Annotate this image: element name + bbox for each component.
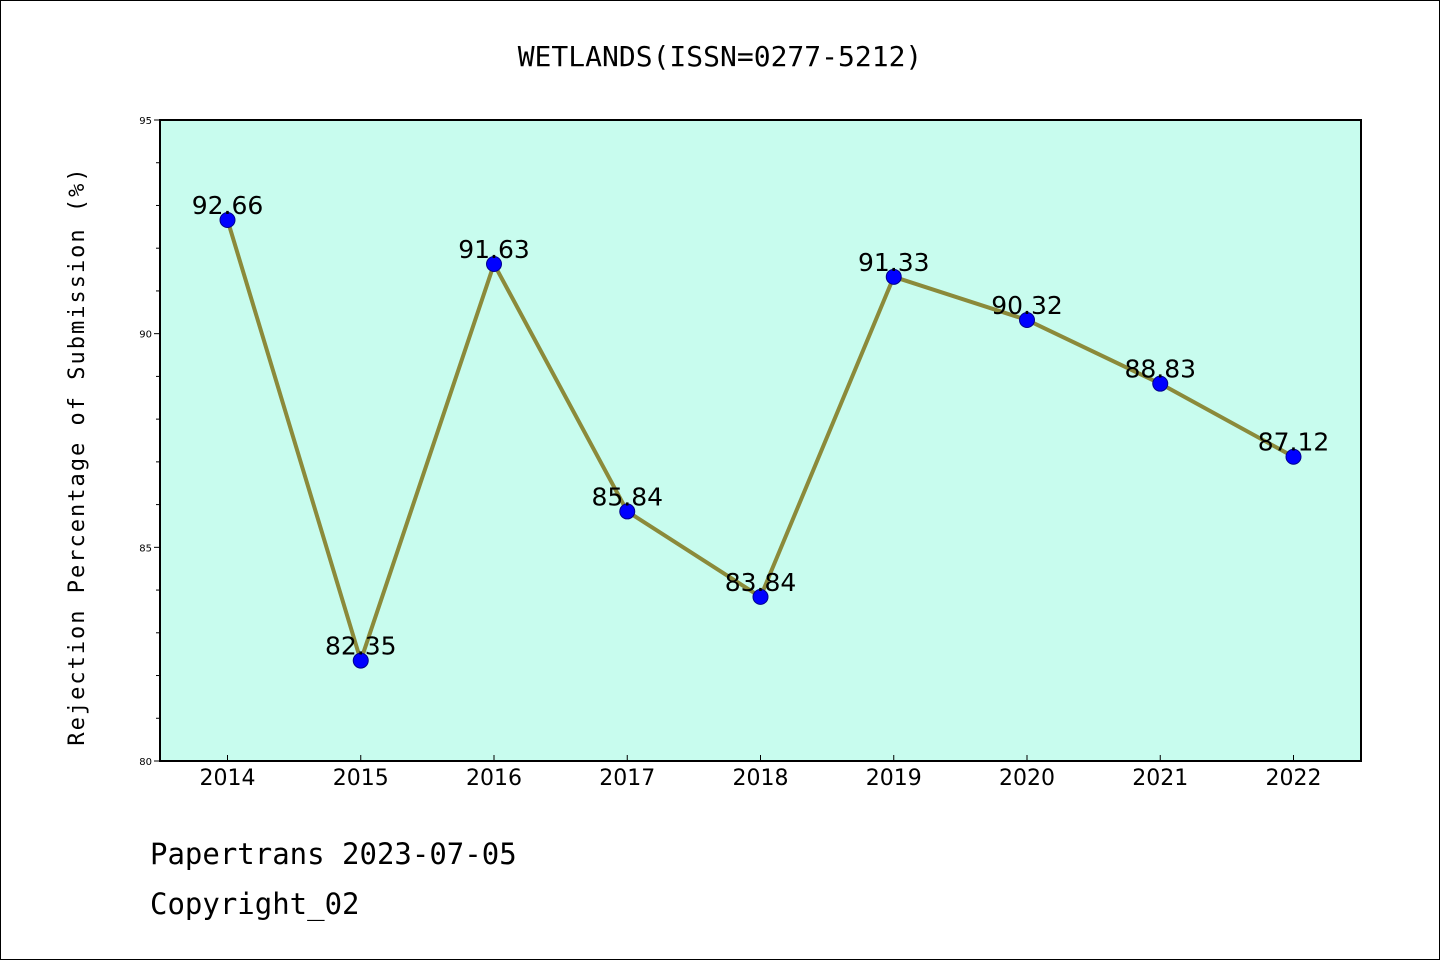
data-label: 85.84: [591, 482, 663, 511]
data-label: 88.83: [1124, 355, 1196, 384]
y-axis: 80 85 90 95: [139, 116, 160, 768]
data-label: 83.84: [725, 568, 797, 597]
data-point: [1019, 311, 1035, 328]
data-label: 92.66: [192, 191, 264, 220]
data-label: 82.35: [325, 632, 397, 661]
data-point: [619, 503, 636, 520]
plot-area: [159, 119, 1362, 762]
x-tick-label: 2016: [466, 766, 522, 791]
data-point: [885, 268, 902, 285]
y-tick-label: 95: [139, 116, 152, 127]
data-label: 87.12: [1258, 428, 1330, 457]
chart-title: WETLANDS(ISSN=0277-5212): [518, 40, 923, 73]
x-tick-label: 2017: [599, 766, 655, 791]
data-point: [1285, 448, 1302, 465]
footer-copyright: Copyright_02: [150, 887, 360, 922]
data-label: 90.32: [991, 291, 1063, 320]
data-label: 91.63: [458, 235, 530, 264]
x-tick-label: 2022: [1266, 766, 1322, 791]
x-tick-label: 2020: [999, 766, 1055, 791]
y-tick-label: 90: [139, 330, 152, 341]
y-tick-label: 80: [139, 757, 152, 768]
x-tick-label: 2015: [333, 766, 389, 791]
footer-date: Papertrans 2023-07-05: [150, 837, 517, 871]
x-tick-label: 2014: [200, 766, 256, 791]
x-axis: 2014 2015 2016 2017 2018 2019 2020 2021 2022: [200, 755, 1322, 791]
data-point: [352, 652, 369, 669]
data-point: [1152, 375, 1169, 392]
data-label: 91.33: [858, 248, 930, 277]
x-tick-label: 2019: [866, 766, 922, 791]
series-markers: [219, 211, 1302, 669]
data-point: [219, 211, 236, 228]
data-point: [486, 256, 502, 273]
x-tick-label: 2021: [1132, 766, 1188, 791]
y-tick-label: 85: [139, 543, 152, 554]
data-point: [752, 588, 769, 605]
y-axis-label: Rejection Percentage of Submission (%): [65, 166, 90, 745]
data-labels: 92.66 82.35 91.63 85.84 83.84 91.33 90.32 88.83…: [192, 191, 1330, 661]
x-tick-label: 2018: [733, 766, 789, 791]
